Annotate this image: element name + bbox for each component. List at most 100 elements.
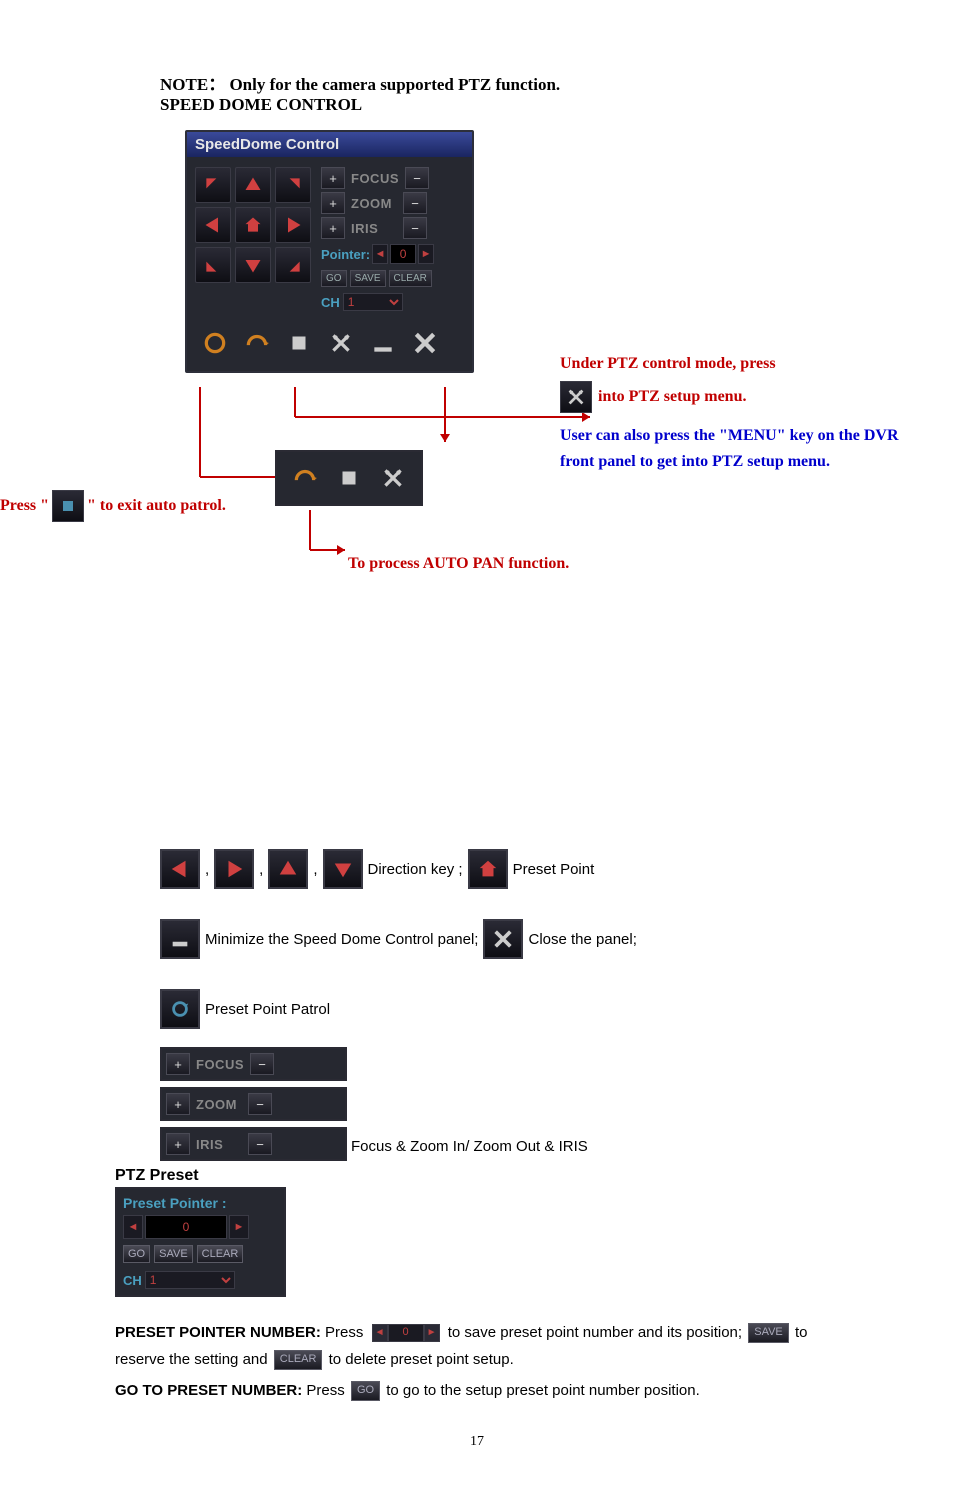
preset-small-value: 0 — [145, 1215, 227, 1239]
iris-label: IRIS — [347, 221, 401, 236]
down-arrow-icon — [323, 849, 363, 889]
direction-key-label: Direction key ; — [368, 861, 463, 878]
preset-small-panel: Preset Pointer : ◄ 0 ► GO SAVE CLEAR CH … — [115, 1187, 286, 1297]
pointer-label: Pointer: — [321, 247, 370, 262]
iris-block-minus[interactable]: − — [248, 1133, 272, 1155]
preset-small-label: Preset Pointer : — [123, 1195, 278, 1211]
dir-right-button[interactable] — [275, 207, 311, 243]
home-button[interactable] — [235, 207, 271, 243]
preset-text1: Press — [325, 1324, 368, 1341]
minimize-label: Minimize the Speed Dome Control panel; — [205, 931, 478, 948]
side-note-line3: User can also press the "MENU" key on th… — [560, 423, 900, 474]
patrol-icon[interactable] — [197, 325, 233, 361]
preset-small-save[interactable]: SAVE — [154, 1245, 193, 1263]
autopan-stop-icon[interactable] — [331, 460, 367, 496]
exit-press-label: Press " — [0, 497, 49, 515]
focus-zoom-label: Focus & Zoom In/ Zoom Out & IRIS — [351, 1138, 588, 1155]
setup-menu-icon — [560, 381, 592, 413]
go-button[interactable]: GO — [321, 270, 347, 287]
pointer-value: 0 — [390, 244, 416, 264]
iris-block-label: IRIS — [192, 1137, 246, 1152]
minimize-icon[interactable] — [365, 325, 401, 361]
autopan-small-icon[interactable] — [287, 460, 323, 496]
focus-minus-button[interactable]: − — [405, 167, 429, 189]
autopan-small-panel — [275, 450, 423, 506]
stop-icon[interactable] — [281, 325, 317, 361]
focus-block-minus[interactable]: − — [250, 1053, 274, 1075]
zoom-label: ZOOM — [347, 196, 401, 211]
autopan-icon[interactable] — [239, 325, 275, 361]
zoom-block-plus[interactable]: + — [166, 1093, 190, 1115]
zoom-minus-button[interactable]: − — [403, 192, 427, 214]
section-title: SPEED DOME CONTROL — [160, 95, 894, 115]
autopan-note: To process AUTO PAN function. — [348, 555, 569, 573]
pointer-prev-button[interactable]: ◄ — [372, 244, 388, 264]
panel-title: SpeedDome Control — [187, 132, 472, 157]
preset-point-label: Preset Point — [513, 861, 595, 878]
patrol-explain-icon — [160, 989, 200, 1029]
comma3: , — [313, 861, 317, 878]
speeddome-panel: SpeedDome Control + FOCUS − — [185, 130, 474, 373]
focus-plus-button[interactable]: + — [321, 167, 345, 189]
inline-go-button[interactable]: GO — [351, 1381, 380, 1401]
dir-left-button[interactable] — [195, 207, 231, 243]
exit-auto-patrol-text: " to exit auto patrol. — [87, 497, 226, 515]
side-note-line1: Under PTZ control mode, press — [560, 355, 900, 373]
clear-button[interactable]: CLEAR — [389, 270, 432, 287]
zoom-plus-button[interactable]: + — [321, 192, 345, 214]
preset-text2: to save preset point number and its posi… — [448, 1324, 747, 1341]
left-arrow-icon — [160, 849, 200, 889]
pointer-next-button[interactable]: ► — [418, 244, 434, 264]
preset-patrol-label: Preset Point Patrol — [205, 1001, 330, 1018]
preset-small-ch-select[interactable]: 1 — [145, 1271, 235, 1289]
ptz-preset-title: PTZ Preset — [115, 1167, 894, 1185]
preset-small-next[interactable]: ► — [229, 1215, 249, 1239]
preset-small-prev[interactable]: ◄ — [123, 1215, 143, 1239]
goto-text2: to go to the setup preset point number p… — [386, 1382, 700, 1399]
exit-stop-icon — [52, 490, 84, 522]
dir-down-right-button[interactable] — [275, 247, 311, 283]
dir-down-button[interactable] — [235, 247, 271, 283]
right-arrow-icon — [214, 849, 254, 889]
home-icon — [468, 849, 508, 889]
goto-heading: GO TO PRESET NUMBER: — [115, 1382, 302, 1399]
dir-up-button[interactable] — [235, 167, 271, 203]
autopan-setup-icon[interactable] — [375, 460, 411, 496]
comma2: , — [259, 861, 263, 878]
preset-text4: to delete preset point setup. — [329, 1351, 514, 1368]
goto-text1: Press — [306, 1382, 349, 1399]
channel-select[interactable]: 1 — [343, 293, 403, 311]
inline-clear-button[interactable]: CLEAR — [274, 1350, 323, 1370]
iris-plus-button[interactable]: + — [321, 217, 345, 239]
inline-save-button[interactable]: SAVE — [748, 1323, 789, 1343]
zoom-block-minus[interactable]: − — [248, 1093, 272, 1115]
dir-up-left-button[interactable] — [195, 167, 231, 203]
save-button[interactable]: SAVE — [350, 270, 386, 287]
preset-small-go[interactable]: GO — [123, 1245, 150, 1263]
inline-pointer-spin[interactable]: ◄0► — [372, 1324, 440, 1342]
direction-pad — [195, 167, 311, 311]
focus-label: FOCUS — [347, 171, 403, 186]
comma1: , — [205, 861, 209, 878]
dir-down-left-button[interactable] — [195, 247, 231, 283]
preset-pointer-heading: PRESET POINTER NUMBER: — [115, 1324, 321, 1341]
iris-minus-button[interactable]: − — [403, 217, 427, 239]
note-prefix: NOTE — [160, 75, 208, 94]
minimize-explain-icon — [160, 919, 200, 959]
close-explain-icon — [483, 919, 523, 959]
preset-small-ch-label: CH — [123, 1273, 142, 1288]
zoom-block-label: ZOOM — [192, 1097, 246, 1112]
note-text: Only for the camera supported PTZ functi… — [225, 75, 560, 94]
dir-up-right-button[interactable] — [275, 167, 311, 203]
iris-block-plus[interactable]: + — [166, 1133, 190, 1155]
red-arrow-autopan-down — [300, 510, 360, 560]
page-number: 17 — [60, 1434, 894, 1450]
up-arrow-icon — [268, 849, 308, 889]
channel-label: CH — [321, 295, 340, 310]
close-icon[interactable] — [407, 325, 443, 361]
focus-block-label: FOCUS — [192, 1057, 248, 1072]
setup-icon[interactable] — [323, 325, 359, 361]
side-note-line2: into PTZ setup menu. — [598, 388, 746, 406]
preset-small-clear[interactable]: CLEAR — [197, 1245, 244, 1263]
focus-block-plus[interactable]: + — [166, 1053, 190, 1075]
